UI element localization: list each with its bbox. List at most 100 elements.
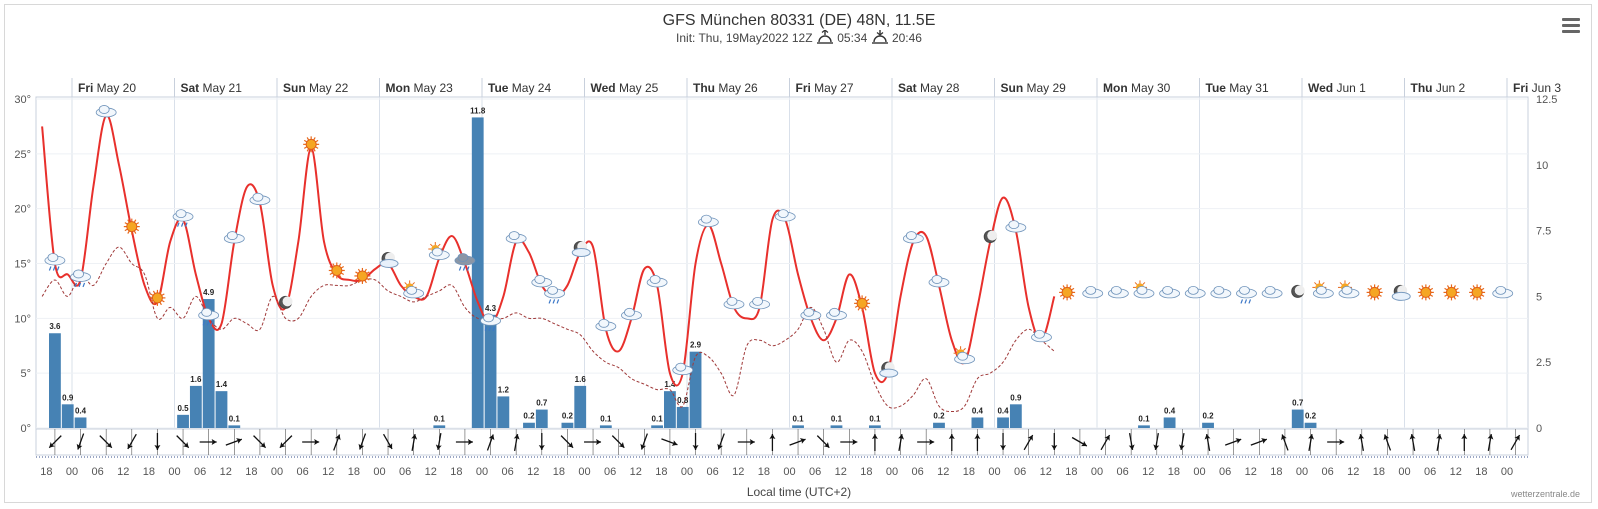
- precip-bar: [61, 404, 74, 428]
- x-tick-label: 18: [963, 466, 975, 478]
- wind-arrow: [661, 438, 678, 446]
- day-weekday: Wed: [1308, 81, 1333, 95]
- wind-head: [1051, 445, 1058, 450]
- cloud-puff: [624, 307, 635, 317]
- wind-arrow: [1358, 434, 1365, 451]
- sun-ray: [437, 243, 441, 247]
- x-tick-label: 06: [194, 466, 206, 478]
- sun-icon: [1443, 284, 1460, 301]
- day-weekday: Tue: [488, 81, 509, 95]
- precip-bar-label: 3.6: [49, 322, 61, 331]
- sun-ray: [1134, 282, 1138, 285]
- sun-ray: [315, 139, 319, 143]
- wind-arrow: [692, 433, 699, 450]
- y-left-tick: 25°: [14, 149, 31, 161]
- x-tick-label: 12: [630, 466, 642, 478]
- credit-link[interactable]: wetterzentrale.de: [1510, 489, 1580, 499]
- wind-head: [49, 442, 55, 448]
- wind-arrow: [455, 439, 473, 445]
- sun-ray: [1446, 296, 1450, 300]
- wind-arrow: [1224, 438, 1242, 446]
- precip-bar: [74, 417, 87, 428]
- day-label: Tue May 31: [1206, 81, 1269, 95]
- wind-arrow: [584, 439, 602, 445]
- wind-arrow: [279, 435, 293, 449]
- wind-head: [538, 445, 545, 450]
- moon-icon: [279, 295, 293, 309]
- wind-arrow: [717, 433, 725, 450]
- cloud-icon: [902, 231, 924, 244]
- wind-arrow: [948, 434, 955, 451]
- x-tick-label: 06: [809, 466, 821, 478]
- menu-bar: [1562, 18, 1580, 21]
- cloud-puff: [547, 285, 559, 295]
- sun-ray: [864, 307, 867, 311]
- day-weekday: Fri: [796, 81, 811, 95]
- sun-ray: [1469, 294, 1474, 297]
- sun-ray: [1481, 294, 1485, 297]
- x-tick-label: 18: [758, 466, 770, 478]
- wind-arrow: [1487, 434, 1494, 451]
- sun-ray: [1481, 287, 1485, 291]
- precip-bar: [202, 299, 215, 428]
- x-tick-label: 06: [1321, 466, 1333, 478]
- sun-ray: [1472, 296, 1476, 300]
- wind-arrow: [1250, 438, 1268, 446]
- cloud-puff: [1315, 285, 1327, 295]
- wind-arrow: [333, 434, 341, 451]
- sun-disc: [1445, 286, 1457, 298]
- precip-bar-label: 0.9: [62, 393, 74, 402]
- rain-drop: [488, 326, 492, 332]
- precip-bar-label: 2.9: [690, 341, 702, 350]
- cloud-puff: [1110, 285, 1122, 295]
- cloud-puff: [431, 247, 443, 257]
- sun-ray: [1479, 296, 1482, 300]
- cloud-icon: [1107, 285, 1129, 299]
- y-left-tick: 30°: [14, 94, 31, 106]
- chart-menu-button[interactable]: [1562, 18, 1580, 33]
- wind-arrow: [560, 435, 574, 449]
- precip-bar-label: 1.4: [664, 380, 676, 389]
- wind-head: [358, 443, 365, 450]
- wind-arrow: [176, 435, 190, 449]
- wind-head: [1128, 444, 1135, 450]
- precip-bar: [664, 391, 676, 428]
- wind-head: [1409, 434, 1416, 440]
- precip-bar-label: 0.7: [1292, 399, 1304, 408]
- wind-arrow: [1023, 434, 1034, 451]
- rain-drop: [210, 321, 214, 326]
- day-weekday: Sun: [1001, 81, 1024, 95]
- rain-icon: [480, 313, 501, 332]
- sun-ray: [1429, 287, 1434, 291]
- sun-ray: [1378, 294, 1382, 297]
- sun-ray: [1479, 285, 1482, 289]
- precip-bar-label: 0.2: [933, 412, 945, 421]
- wind-head: [106, 442, 112, 448]
- wind-head: [692, 445, 699, 450]
- wind-arrow: [435, 433, 442, 450]
- cloud-icon: [1492, 285, 1514, 299]
- cloud-puff: [905, 231, 917, 240]
- precip-bar-label: 0.9: [1010, 393, 1022, 402]
- x-tick-label: 18: [1168, 466, 1180, 478]
- precip-bar: [869, 425, 881, 428]
- cloud-puff: [957, 351, 969, 361]
- wind-arrow: [1000, 433, 1007, 450]
- day-label: Mon May 23: [386, 81, 454, 95]
- cloud-puff: [252, 192, 264, 202]
- wind-arrow: [840, 439, 858, 445]
- cloud-icon: [723, 296, 745, 310]
- weather-icons: [44, 105, 1514, 378]
- sun-ray: [1059, 287, 1064, 291]
- wind-head: [974, 434, 981, 439]
- x-tick-label: 18: [1475, 466, 1487, 478]
- sun-ray: [1418, 294, 1422, 297]
- chart-frame: [4, 4, 1592, 503]
- day-date: May 27: [811, 81, 854, 95]
- cloud-puff: [98, 105, 110, 114]
- precip-bar: [599, 425, 612, 428]
- sun-ray: [1367, 287, 1371, 291]
- sun-ray: [340, 272, 345, 275]
- sun-disc: [151, 292, 163, 304]
